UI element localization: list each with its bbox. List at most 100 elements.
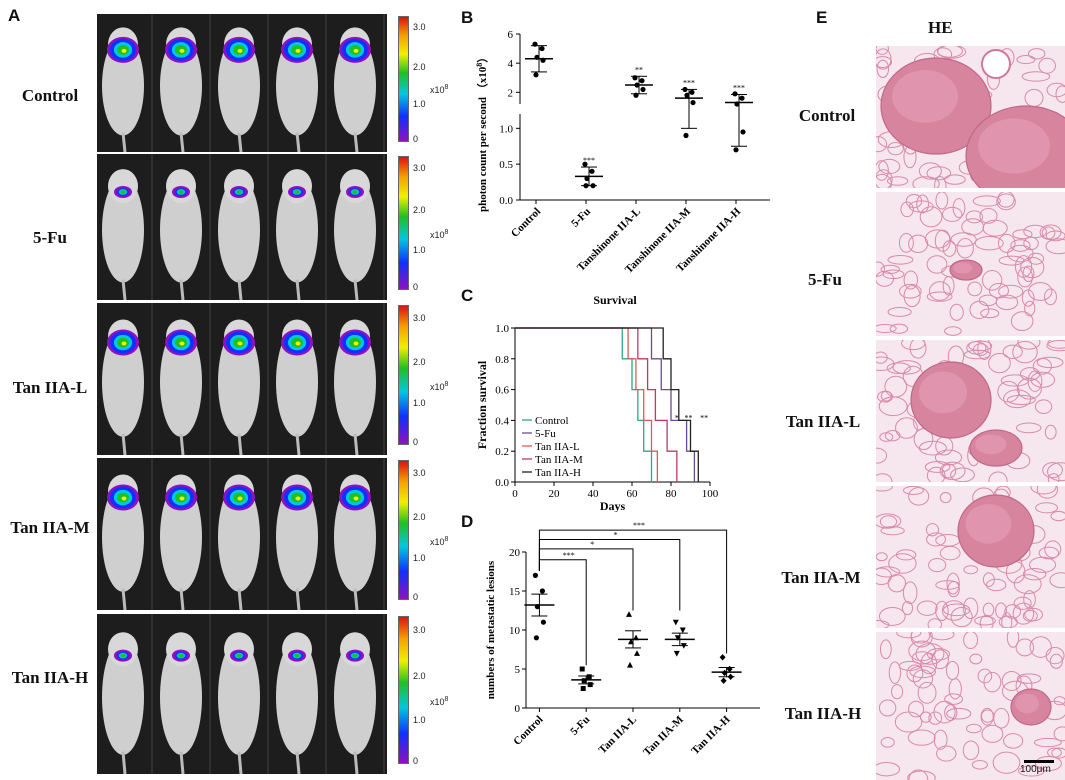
alveolus [902, 486, 924, 495]
data-point [672, 619, 679, 626]
tumor-nodule-texture [953, 262, 973, 274]
alveolus [928, 711, 943, 725]
mouse [160, 154, 211, 300]
y-tick-label: 6 [508, 29, 514, 41]
significance-bracket [538, 559, 587, 666]
data-point [587, 682, 593, 688]
alveolus [918, 440, 947, 456]
colorbar-tick: 2.0 [413, 205, 426, 216]
panel-e-letter: E [816, 8, 828, 27]
alveolus [1045, 230, 1065, 242]
colorbar-tick: 2.0 [413, 356, 426, 367]
alveolus [888, 553, 917, 574]
data-point [726, 665, 733, 673]
alveolus [941, 463, 957, 479]
colorbar [398, 16, 409, 142]
alveolus [876, 323, 897, 333]
alveolus [945, 660, 960, 680]
he-tissue-tan-h [876, 632, 1065, 780]
y-tick-label: 1.0 [499, 123, 513, 135]
alveolus [1002, 344, 1023, 359]
legend-label: 5-Fu [535, 428, 556, 440]
alveolus [1051, 747, 1065, 759]
alveolus [926, 466, 946, 482]
alveolus [876, 619, 890, 628]
alveolus [876, 566, 901, 578]
y-tick-label: 0.4 [495, 415, 509, 427]
alveolus [1003, 733, 1024, 749]
data-point [579, 666, 585, 672]
alveolus [942, 206, 963, 222]
alveolus [878, 158, 901, 175]
alveolus [1042, 462, 1063, 479]
mouse [102, 303, 153, 455]
alveolus [901, 600, 914, 616]
mouse [276, 614, 327, 774]
alveolus [876, 169, 893, 188]
tumor-nodule-texture [919, 371, 967, 414]
mouse [218, 154, 269, 300]
alveolus [919, 206, 943, 228]
significance-marker: *** [563, 551, 575, 560]
he-label-control: Control [798, 106, 856, 125]
colorbar [398, 616, 409, 764]
data-point [584, 175, 590, 182]
alveolus [1021, 71, 1051, 82]
data-point [682, 86, 688, 93]
tumor-nodule-texture [1015, 693, 1039, 714]
bioluminescence-image-tan-h [97, 614, 387, 774]
mouse [218, 458, 269, 610]
alveolus [876, 447, 888, 464]
alveolus [876, 48, 892, 70]
alveolus [878, 396, 908, 417]
alveolus [962, 740, 980, 761]
alveolus [995, 294, 1019, 311]
alveolus [909, 665, 937, 679]
chart-c: Survival 0.0 0.2 0.4 0.6 0.8 1.0 0 20 40 60 80 100 Da… [475, 293, 719, 512]
mouse [218, 14, 269, 152]
alveolus [979, 207, 998, 224]
alveolus [1053, 726, 1065, 742]
x-tick-label: Tan IIA-L [597, 714, 640, 757]
alveolus [1046, 82, 1065, 98]
row-label-tan-m: Tan IIA-M [10, 518, 90, 537]
tumor-nodule-texture [892, 70, 958, 123]
alveolus [911, 651, 933, 665]
alveolus [896, 632, 922, 639]
alveolus [998, 255, 1025, 266]
alveolus [1027, 48, 1046, 60]
data-point [533, 635, 539, 641]
alveolus [941, 600, 966, 621]
alveolus [939, 491, 952, 504]
data-point [534, 54, 540, 60]
data-point [634, 650, 640, 656]
blood-vessel [981, 49, 1011, 79]
alveolus [1045, 238, 1065, 255]
colorbar-tick: 1.0 [413, 99, 426, 110]
data-point [539, 588, 545, 594]
alveolus [876, 486, 893, 492]
x-tick-label: 20 [549, 488, 561, 500]
alveolus [988, 471, 1008, 482]
alveolus [888, 661, 902, 684]
legend-label: Tan IIA-L [535, 441, 580, 453]
alveolus [907, 729, 936, 746]
alveolus [1015, 422, 1042, 434]
alveolus [886, 362, 911, 375]
alveolus [926, 532, 947, 547]
alveolus [934, 176, 947, 188]
data-point [633, 92, 639, 98]
alveolus [880, 526, 905, 536]
data-point [581, 678, 587, 684]
colorbar-tick: 0 [413, 756, 419, 766]
alveolus [933, 729, 948, 750]
y-tick-label: 0.0 [499, 195, 513, 207]
alveolus [902, 581, 918, 605]
alveolus [1001, 670, 1022, 691]
x-tick-label: 80 [666, 488, 678, 500]
alveolus [1023, 590, 1036, 609]
alveolus [950, 232, 977, 247]
y-tick-label: 0.0 [495, 477, 509, 489]
mouse [218, 614, 269, 774]
alveolus [916, 194, 929, 214]
